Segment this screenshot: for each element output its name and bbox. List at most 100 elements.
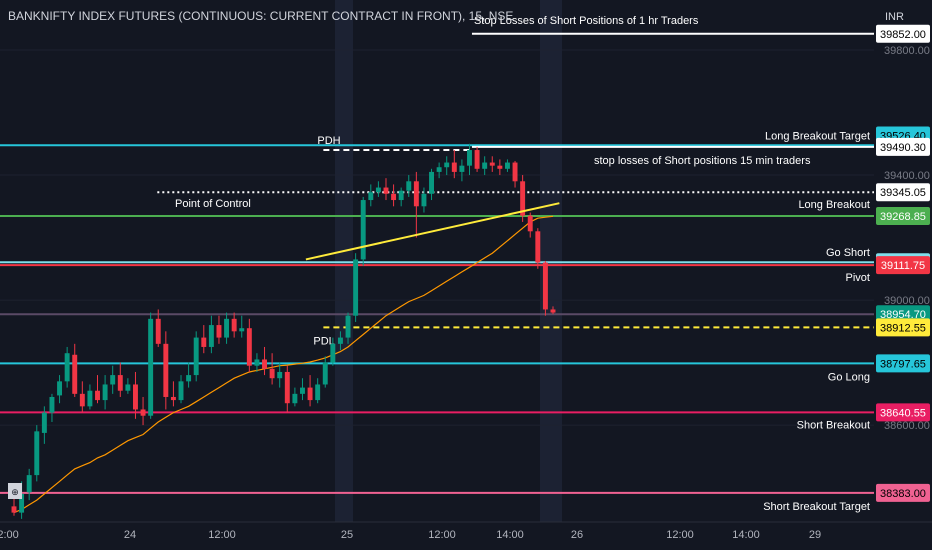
price-badge[interactable] — [876, 24, 930, 43]
candle-body[interactable] — [383, 187, 389, 194]
price-badge-label: 38954.70 — [880, 309, 926, 321]
candle-body[interactable] — [467, 150, 472, 166]
price-badge[interactable] — [876, 256, 930, 275]
price-badge[interactable] — [876, 137, 930, 156]
x-tick-label: 24 — [124, 529, 136, 541]
candle-body[interactable] — [345, 315, 351, 338]
candle-body[interactable] — [26, 475, 32, 493]
x-tick-label: 25 — [341, 529, 353, 541]
candle-body[interactable] — [186, 375, 192, 382]
candle-body[interactable] — [132, 384, 138, 410]
candle-body[interactable] — [520, 181, 526, 216]
price-badge[interactable] — [876, 354, 930, 373]
candle-body[interactable] — [489, 162, 495, 166]
trendline — [305, 202, 560, 261]
candle-body[interactable] — [269, 368, 275, 379]
candle-body[interactable] — [208, 325, 214, 347]
candle-body[interactable] — [353, 259, 359, 316]
candle-body[interactable] — [110, 375, 116, 385]
candle-body[interactable] — [307, 387, 313, 401]
x-tick-label: 14:00 — [496, 529, 524, 541]
candle-body[interactable] — [421, 193, 427, 207]
candle-body[interactable] — [34, 431, 40, 476]
candle-body[interactable] — [262, 359, 267, 369]
candle-body[interactable] — [140, 409, 146, 416]
candle-body[interactable] — [64, 353, 70, 382]
candle-body[interactable] — [148, 318, 154, 416]
candle-body[interactable] — [406, 181, 412, 191]
y-tick-label: 38600.00 — [884, 420, 930, 432]
candle-body[interactable] — [429, 171, 435, 194]
candle-body[interactable] — [292, 393, 298, 404]
candle-body[interactable] — [79, 393, 85, 407]
candle-body[interactable] — [155, 318, 161, 344]
candle-body[interactable] — [497, 165, 503, 169]
candle-body[interactable] — [231, 318, 237, 332]
time-axis: 12:00 24 12:00 25 12:00 14:00 26 12:00 14:00 29 — [0, 521, 932, 541]
price-badge-label: 39490.30 — [880, 142, 926, 154]
price-badge[interactable] — [876, 483, 930, 502]
candle-body[interactable] — [201, 337, 207, 347]
candle-body[interactable] — [375, 187, 381, 193]
candle-body[interactable] — [368, 192, 374, 201]
candle-body[interactable] — [459, 165, 465, 172]
candle-body[interactable] — [300, 387, 305, 394]
candle-body[interactable] — [11, 506, 17, 513]
y-tick-label: 39800.00 — [884, 45, 930, 57]
candle-body[interactable] — [49, 396, 55, 413]
candle-body[interactable] — [550, 309, 556, 313]
candle-body[interactable] — [117, 375, 123, 391]
candle-body[interactable] — [277, 371, 283, 379]
candle-body[interactable] — [337, 337, 343, 344]
candle-body[interactable] — [254, 359, 260, 366]
candle-body[interactable] — [102, 384, 108, 401]
candle-body[interactable] — [216, 325, 222, 338]
candle-body[interactable] — [41, 412, 47, 433]
price-badge[interactable] — [876, 318, 930, 337]
candle-body[interactable] — [87, 390, 93, 407]
candle-body[interactable] — [535, 231, 541, 263]
candle-body[interactable] — [413, 181, 419, 207]
candle-body[interactable] — [178, 381, 184, 401]
candle-body[interactable] — [322, 362, 328, 385]
candle-body[interactable] — [72, 354, 78, 394]
candle-body[interactable] — [451, 162, 457, 172]
currency-label: INR — [885, 11, 904, 23]
candle-body[interactable] — [474, 150, 480, 169]
candle-body[interactable] — [246, 328, 252, 366]
candle-body[interactable] — [239, 328, 245, 332]
price-badge[interactable] — [876, 183, 930, 202]
candle-body[interactable] — [504, 162, 510, 169]
candle-body[interactable] — [163, 343, 169, 397]
marker-icon[interactable] — [8, 483, 22, 499]
candle-body[interactable] — [19, 493, 25, 513]
moving-average — [13, 215, 554, 514]
candle-body[interactable] — [125, 384, 131, 391]
y-tick-label: 39400.00 — [884, 170, 930, 182]
candle-body[interactable] — [398, 190, 404, 201]
candle-body[interactable] — [436, 167, 442, 172]
candle-body[interactable] — [224, 318, 230, 338]
price-badge-label: 38383.00 — [880, 488, 926, 500]
price-badge[interactable] — [876, 403, 930, 422]
candle-body[interactable] — [542, 262, 548, 310]
candle-body[interactable] — [284, 371, 290, 404]
candle-body[interactable] — [482, 162, 488, 169]
trendline-segment[interactable] — [305, 202, 560, 261]
candle-body[interactable] — [527, 215, 533, 232]
level-name-label: Stop Losses of Short Positions of 1 hr T… — [474, 15, 699, 27]
candle-body[interactable] — [360, 200, 366, 260]
candle-body[interactable] — [193, 337, 199, 376]
candle-body[interactable] — [170, 396, 176, 401]
candle-body[interactable] — [391, 193, 397, 201]
candle-body[interactable] — [57, 381, 63, 396]
candle-body[interactable] — [315, 384, 321, 401]
candle-body[interactable] — [444, 162, 450, 168]
price-badge[interactable] — [876, 207, 930, 226]
candle-body[interactable] — [330, 343, 336, 363]
candle-body[interactable] — [95, 390, 100, 401]
candle-body[interactable] — [512, 162, 518, 182]
x-tick-label: 12:00 — [666, 529, 694, 541]
level-name-label: Go Short — [826, 247, 870, 259]
